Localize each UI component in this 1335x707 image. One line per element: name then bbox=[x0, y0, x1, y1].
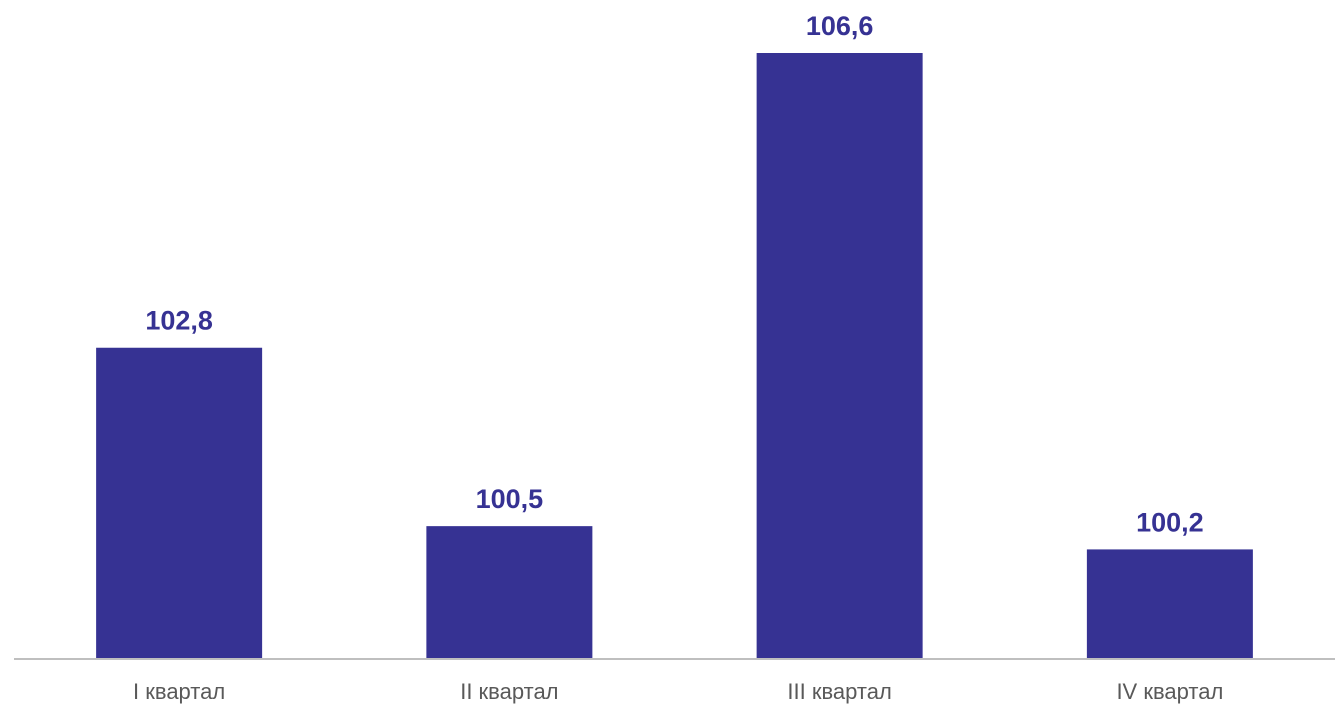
x-tick-label: IV квартал bbox=[1116, 679, 1223, 704]
bar bbox=[756, 53, 923, 658]
x-tick-label: I квартал bbox=[133, 679, 225, 704]
bar bbox=[96, 347, 263, 658]
labels-group: 102,8 I квартал 100,5 II квартал 106,6 III кв… bbox=[133, 11, 1223, 704]
data-label: 102,8 bbox=[145, 306, 213, 336]
bar bbox=[1086, 549, 1253, 658]
data-label: 100,2 bbox=[1136, 507, 1204, 537]
x-tick-label: II квартал bbox=[460, 679, 558, 704]
bar bbox=[426, 526, 593, 658]
data-label: 106,6 bbox=[806, 11, 874, 41]
x-tick-label: III квартал bbox=[787, 679, 891, 704]
data-label: 100,5 bbox=[476, 484, 544, 514]
bars-group bbox=[96, 53, 1253, 658]
